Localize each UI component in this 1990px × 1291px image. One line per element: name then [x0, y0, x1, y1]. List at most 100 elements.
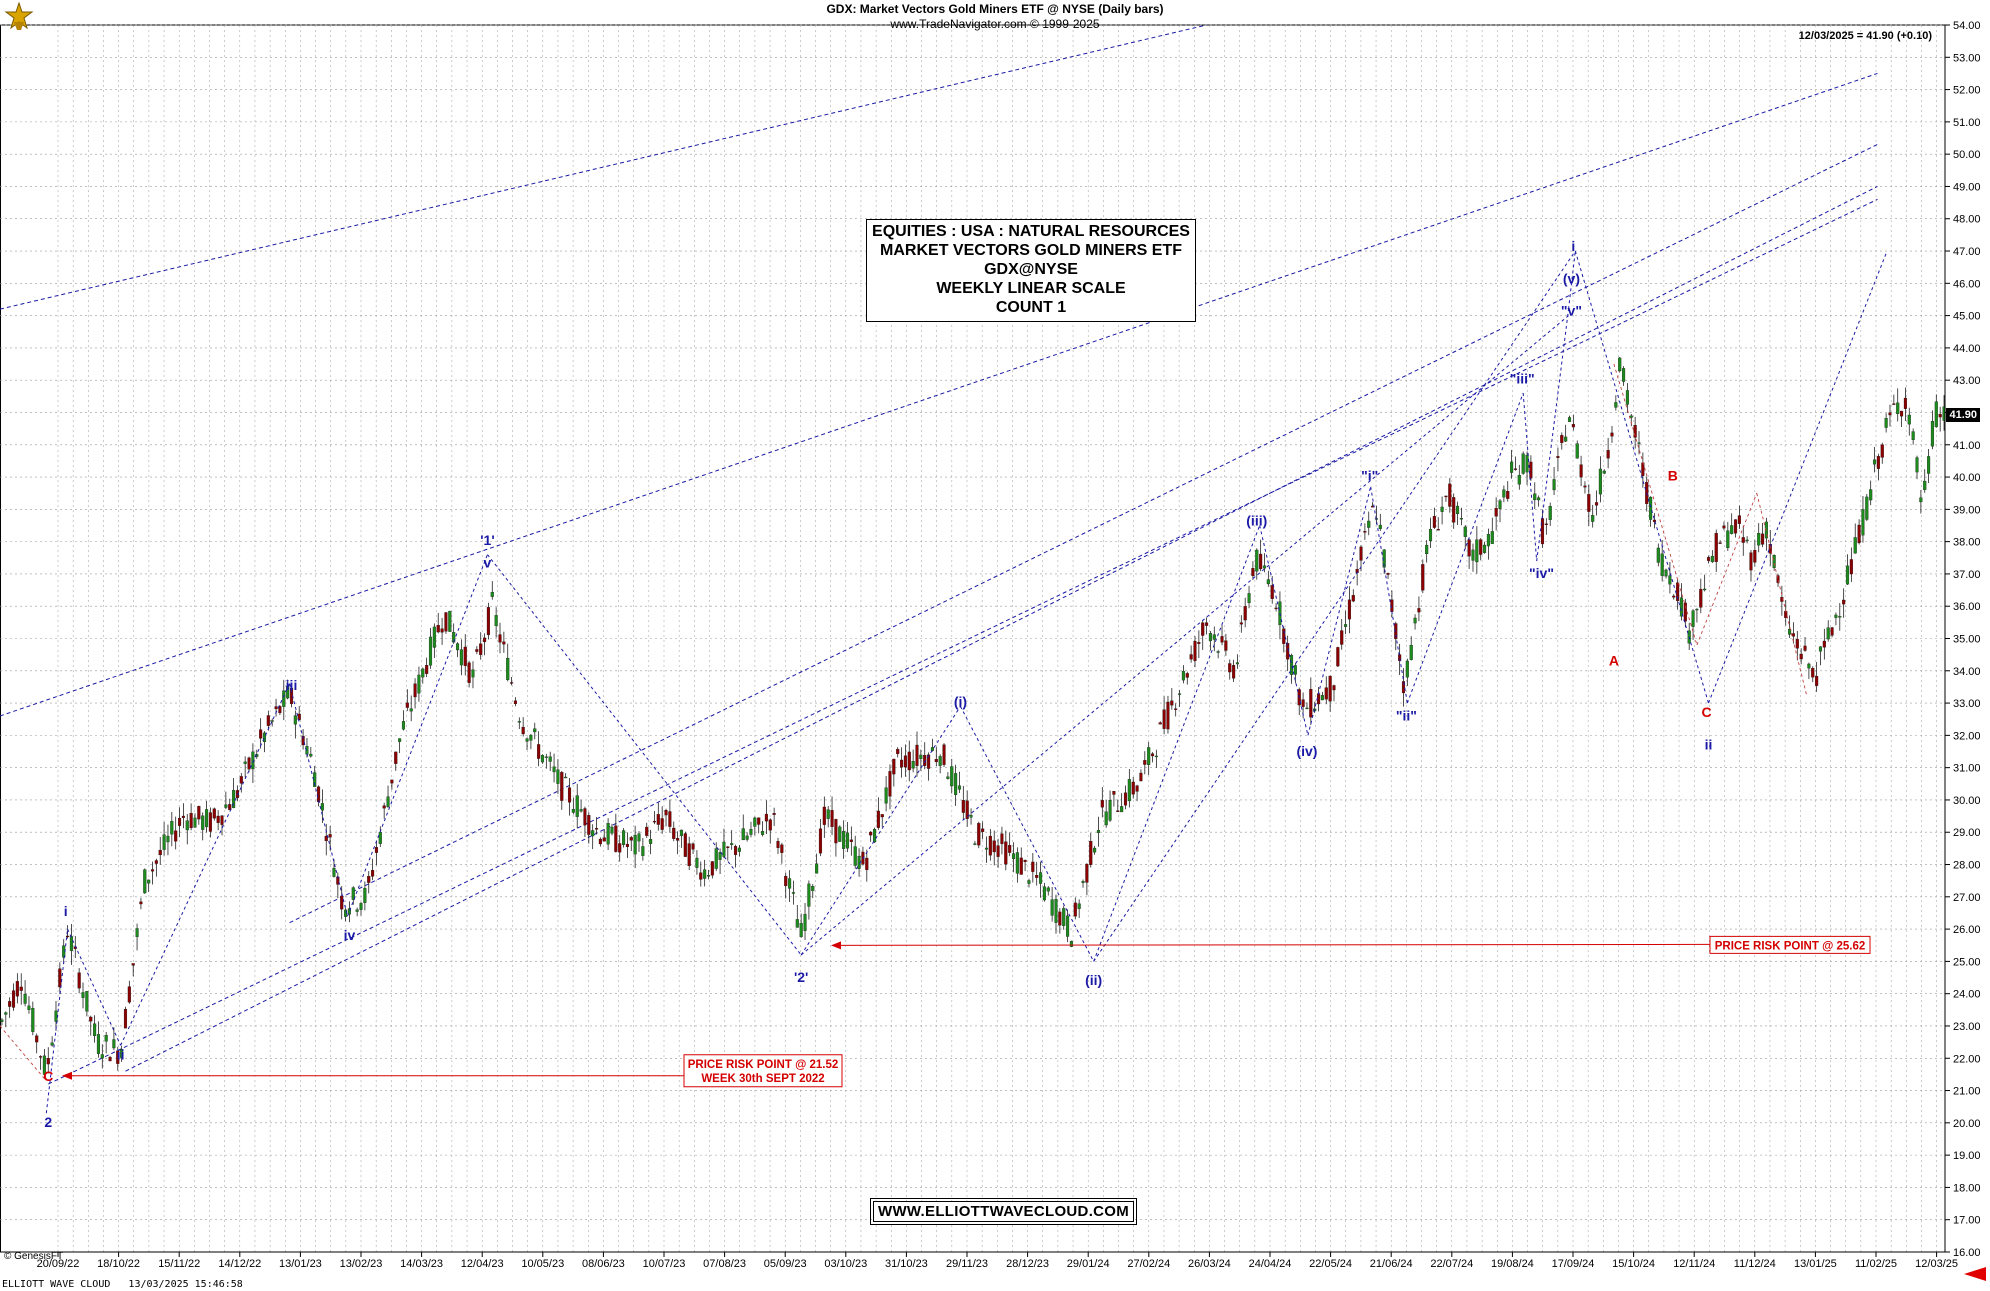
wave-label: i	[1571, 238, 1575, 254]
candle-body	[1459, 518, 1463, 520]
candle-body	[1008, 845, 1012, 853]
candle-body	[1552, 479, 1556, 491]
candle-body	[1772, 555, 1776, 568]
candle-body	[475, 649, 479, 652]
candle-body	[1649, 496, 1653, 520]
wave-connector	[347, 554, 488, 917]
candle-body	[100, 1054, 104, 1059]
y-tick-label: 38.00	[1953, 537, 1981, 549]
candle-body	[232, 790, 236, 808]
scroll-right-arrow-icon[interactable]	[1964, 1267, 1986, 1281]
candle-body	[116, 1050, 120, 1064]
candle-body	[19, 986, 23, 991]
candle-body	[1888, 412, 1892, 416]
candle-body	[1510, 461, 1514, 473]
candle-body	[1927, 456, 1931, 474]
candle-body	[992, 840, 996, 853]
candle-body	[108, 1057, 112, 1062]
candle-body	[911, 760, 915, 769]
candle-body	[1799, 653, 1803, 660]
candle-body	[143, 869, 147, 894]
candle-body	[27, 1005, 31, 1010]
candle-body	[1093, 847, 1097, 853]
x-tick-label: 12/11/24	[1673, 1258, 1715, 1270]
candle-body	[1726, 530, 1730, 549]
wave-connector	[487, 554, 802, 956]
candle-body	[946, 776, 950, 779]
candle-body	[815, 863, 819, 874]
candle-body	[1768, 544, 1772, 554]
candle-body	[838, 826, 842, 842]
candle-body	[672, 827, 676, 839]
wave-label: (iii)	[1246, 512, 1267, 528]
candle-body	[1255, 549, 1259, 572]
x-tick-label: 10/07/23	[643, 1258, 686, 1270]
candle-body	[162, 834, 166, 850]
candle-body	[382, 805, 386, 809]
candle-body	[618, 843, 622, 853]
candle-body	[309, 753, 313, 757]
y-tick-label: 25.00	[1953, 956, 1981, 968]
candle-body	[1344, 624, 1348, 627]
candle-body	[1282, 628, 1286, 644]
candle-body	[1467, 539, 1471, 557]
wave-label: i	[64, 903, 68, 919]
candle-body	[332, 867, 336, 877]
candle-body	[610, 826, 614, 834]
candle-body	[235, 790, 240, 798]
candle-body	[1544, 523, 1548, 525]
candle-body	[537, 744, 541, 759]
candle-body	[950, 766, 954, 787]
candle-body	[510, 682, 514, 684]
candle-body	[181, 815, 185, 818]
candle-body	[1853, 537, 1857, 554]
candle-body	[1610, 432, 1614, 437]
x-tick-label: 31/10/23	[885, 1258, 928, 1270]
wave-label: '2'	[794, 969, 808, 985]
candle-body	[1158, 722, 1162, 725]
candle-body	[409, 708, 413, 712]
candle-body	[96, 1034, 101, 1054]
candle-body	[567, 787, 572, 803]
wave-label: (v)	[1563, 270, 1580, 286]
candle-body	[772, 813, 776, 815]
candle-body	[1880, 444, 1884, 458]
wave-label: iii	[286, 677, 298, 693]
candle-body	[243, 761, 247, 764]
candle-body	[1332, 685, 1336, 691]
x-tick-label: 12/04/23	[461, 1258, 504, 1270]
candle-body	[135, 928, 139, 937]
wave-labels: 2Ciiiiiiiv'1'v'2'(i)(ii)(iii)(iv)"i""ii"…	[43, 238, 1712, 1130]
candle-body	[1409, 645, 1413, 660]
candle-body	[1286, 643, 1290, 660]
candle-body	[421, 668, 425, 678]
wave-label: 2	[44, 1114, 52, 1130]
candle-body	[1730, 525, 1734, 534]
candle-body	[1421, 564, 1425, 591]
candle-body	[1216, 651, 1220, 653]
candle-body	[1046, 887, 1050, 892]
x-tick-label: 17/09/24	[1552, 1258, 1595, 1270]
candle-body	[35, 1035, 39, 1043]
candle-body	[830, 810, 834, 827]
candle-body	[1305, 707, 1309, 710]
candle-body	[1502, 489, 1506, 498]
candle-body	[158, 849, 162, 856]
info-line: WEEKLY LINEAR SCALE	[936, 280, 1126, 297]
candle-body	[1135, 785, 1139, 792]
x-tick-label: 13/01/23	[279, 1258, 322, 1270]
y-tick-label: 20.00	[1953, 1118, 1981, 1130]
candle-body	[1741, 537, 1745, 543]
candle-body	[525, 738, 529, 742]
candle-body	[374, 847, 379, 853]
candle-body	[1193, 641, 1197, 661]
candle-body	[1085, 863, 1089, 883]
wave-label: (ii)	[1085, 972, 1102, 988]
wave-label: '1'	[480, 532, 494, 548]
candle-body	[1761, 533, 1765, 545]
candle-body	[1919, 497, 1923, 503]
channel-line	[0, 24, 1207, 310]
y-tick-label: 43.00	[1953, 375, 1981, 387]
candle-body	[1594, 502, 1599, 506]
